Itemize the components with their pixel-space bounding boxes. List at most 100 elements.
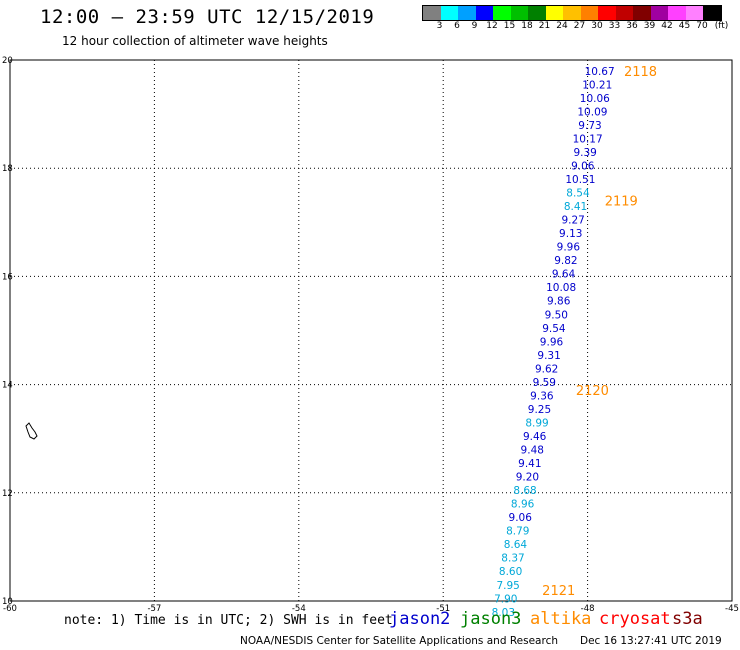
lat-tick-label: 12 bbox=[2, 489, 13, 499]
wave-height-value: 10.09 bbox=[577, 106, 607, 118]
timestamp: Dec 16 13:27:41 UTC 2019 bbox=[580, 635, 722, 647]
wave-height-value: 9.06 bbox=[571, 160, 595, 172]
scale-swatch bbox=[493, 6, 511, 20]
wave-height-value: 9.62 bbox=[535, 363, 558, 375]
lon-tick-label: -51 bbox=[436, 604, 450, 614]
map-frame bbox=[9, 59, 733, 602]
wave-height-value: 8.79 bbox=[506, 526, 529, 538]
scale-swatch bbox=[423, 6, 441, 20]
wave-height-value: 8.41 bbox=[564, 201, 587, 213]
pass-number-label: 2119 bbox=[605, 195, 638, 210]
wave-height-value: 10.67 bbox=[585, 66, 615, 78]
lon-tick-label: -45 bbox=[725, 604, 739, 614]
scale-swatch bbox=[545, 6, 563, 20]
credit-line: NOAA/NESDIS Center for Satellite Applica… bbox=[240, 635, 558, 647]
wave-height-value: 9.64 bbox=[552, 269, 576, 281]
footer-note: note: 1) Time is in UTC; 2) SWH is in fe… bbox=[64, 613, 393, 628]
scale-swatch bbox=[528, 6, 546, 20]
color-scale bbox=[422, 5, 722, 21]
wave-height-value: 9.48 bbox=[521, 445, 544, 457]
wave-height-value: 9.73 bbox=[578, 120, 601, 132]
wave-height-value: 10.17 bbox=[573, 133, 603, 145]
scale-swatch bbox=[563, 6, 581, 20]
lon-tick-label: -48 bbox=[581, 604, 595, 614]
scale-swatch bbox=[458, 6, 476, 20]
scale-label: 36 bbox=[626, 21, 638, 31]
wave-height-value: 8.60 bbox=[499, 566, 522, 578]
legend-jason3: jason3 bbox=[460, 609, 522, 629]
scale-swatch bbox=[668, 6, 686, 20]
wave-height-value: 9.50 bbox=[545, 309, 568, 321]
pass-number-label: 2121 bbox=[542, 584, 575, 599]
wave-height-value: 8.96 bbox=[511, 499, 535, 511]
map-subtitle: 12 hour collection of altimeter wave hei… bbox=[62, 34, 328, 48]
lon-tick-label: -57 bbox=[147, 604, 161, 614]
pass-number-label: 2120 bbox=[576, 384, 609, 399]
wave-height-value: 8.68 bbox=[513, 485, 536, 497]
wave-height-value: 9.39 bbox=[573, 147, 596, 159]
wave-height-value: 8.37 bbox=[501, 553, 524, 565]
lat-tick-label: 18 bbox=[2, 164, 13, 174]
scale-swatch bbox=[703, 6, 721, 20]
scale-label: 6 bbox=[454, 21, 460, 31]
scale-label: 9 bbox=[471, 21, 478, 31]
scale-label: 30 bbox=[591, 21, 603, 31]
scale-swatch bbox=[685, 6, 703, 20]
wave-height-value: 7.90 bbox=[494, 593, 517, 605]
wave-height-value: 9.59 bbox=[533, 377, 556, 389]
scale-label: 70 bbox=[696, 21, 708, 31]
wave-height-value: 9.20 bbox=[516, 472, 539, 484]
scale-swatch bbox=[633, 6, 651, 20]
scale-label: 27 bbox=[573, 21, 586, 31]
wave-height-value: 9.54 bbox=[542, 323, 566, 335]
wave-height-value: 8.03 bbox=[492, 607, 515, 619]
wave-height-value: 9.27 bbox=[561, 215, 584, 227]
wave-height-value: 9.82 bbox=[554, 255, 577, 267]
scale-swatch bbox=[650, 6, 668, 20]
wave-height-value: 8.64 bbox=[504, 539, 528, 551]
scale-swatch bbox=[598, 6, 616, 20]
legend-jason2: jason2 bbox=[389, 609, 451, 629]
scale-label: 12 bbox=[486, 21, 498, 31]
wave-height-value: 9.13 bbox=[559, 228, 582, 240]
scale-swatch bbox=[615, 6, 633, 20]
legend-cryosat: cryosat bbox=[599, 609, 671, 629]
scale-label: 24 bbox=[556, 21, 568, 31]
scale-label: (ft) bbox=[714, 21, 729, 31]
wave-height-value: 7.95 bbox=[496, 580, 519, 592]
wave-height-value: 9.46 bbox=[523, 431, 547, 443]
lon-tick-label: -60 bbox=[3, 604, 17, 614]
scale-label: 3 bbox=[436, 21, 443, 31]
wave-height-value: 9.96 bbox=[557, 242, 581, 254]
scale-label: 15 bbox=[503, 21, 516, 31]
lat-tick-label: 16 bbox=[2, 272, 13, 282]
scale-swatch bbox=[440, 6, 458, 20]
scale-label: 33 bbox=[608, 21, 621, 31]
color-scale-labels: 3 6 9 12 15 18 21 24 27 30 33 36 39 42 45 70 (ft) bbox=[422, 21, 740, 33]
pass-number-label: 2118 bbox=[624, 65, 657, 80]
lat-tick-label: 20 bbox=[2, 56, 13, 66]
scale-swatch bbox=[580, 6, 598, 20]
scale-label: 42 bbox=[661, 21, 673, 31]
wave-height-value: 10.08 bbox=[546, 282, 576, 294]
scale-label: 21 bbox=[538, 21, 551, 31]
wave-height-value: 9.86 bbox=[547, 296, 571, 308]
wave-height-value: 8.54 bbox=[566, 188, 590, 200]
legend-altika: altika bbox=[530, 609, 592, 629]
wave-height-value: 8.99 bbox=[525, 417, 548, 429]
wave-height-value: 9.06 bbox=[509, 512, 533, 524]
wave-height-value: 10.51 bbox=[565, 174, 595, 186]
scale-swatch bbox=[475, 6, 493, 20]
lat-tick-label: 14 bbox=[2, 381, 13, 391]
wave-height-value: 9.41 bbox=[518, 458, 541, 470]
wave-height-value: 9.36 bbox=[530, 390, 554, 402]
legend-s3a: s3a bbox=[672, 609, 703, 629]
wave-height-value: 10.21 bbox=[582, 79, 612, 91]
map-title: 12:00 — 23:59 UTC 12/15/2019 bbox=[40, 6, 375, 28]
scale-label: 45 bbox=[678, 21, 691, 31]
island-outline bbox=[25, 422, 38, 440]
scale-label: 18 bbox=[521, 21, 533, 31]
lat-tick-label: 10 bbox=[2, 597, 13, 607]
wave-height-value: 9.96 bbox=[540, 336, 564, 348]
